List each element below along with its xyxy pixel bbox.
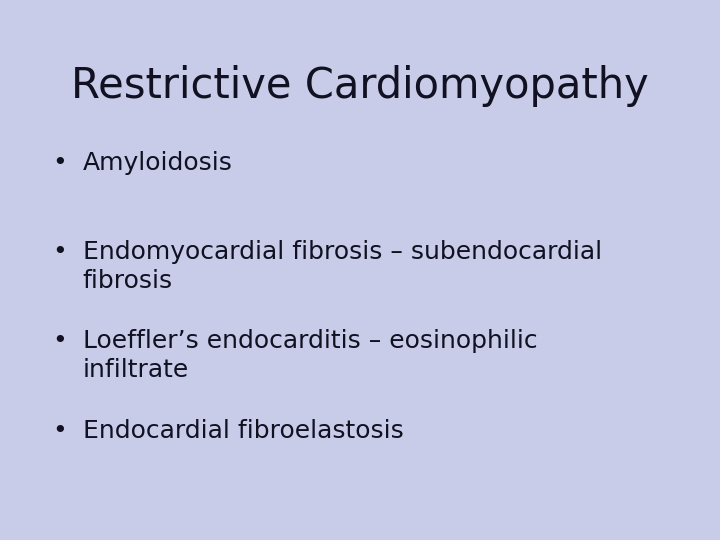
Text: •: • (52, 418, 66, 442)
Text: •: • (52, 151, 66, 175)
Text: Endocardial fibroelastosis: Endocardial fibroelastosis (83, 418, 403, 442)
Text: Restrictive Cardiomyopathy: Restrictive Cardiomyopathy (71, 65, 649, 107)
Text: Endomyocardial fibrosis – subendocardial
fibrosis: Endomyocardial fibrosis – subendocardial… (83, 240, 602, 293)
Text: •: • (52, 240, 66, 264)
Text: Amyloidosis: Amyloidosis (83, 151, 233, 175)
Text: •: • (52, 329, 66, 353)
Text: Loeffler’s endocarditis – eosinophilic
infiltrate: Loeffler’s endocarditis – eosinophilic i… (83, 329, 537, 382)
